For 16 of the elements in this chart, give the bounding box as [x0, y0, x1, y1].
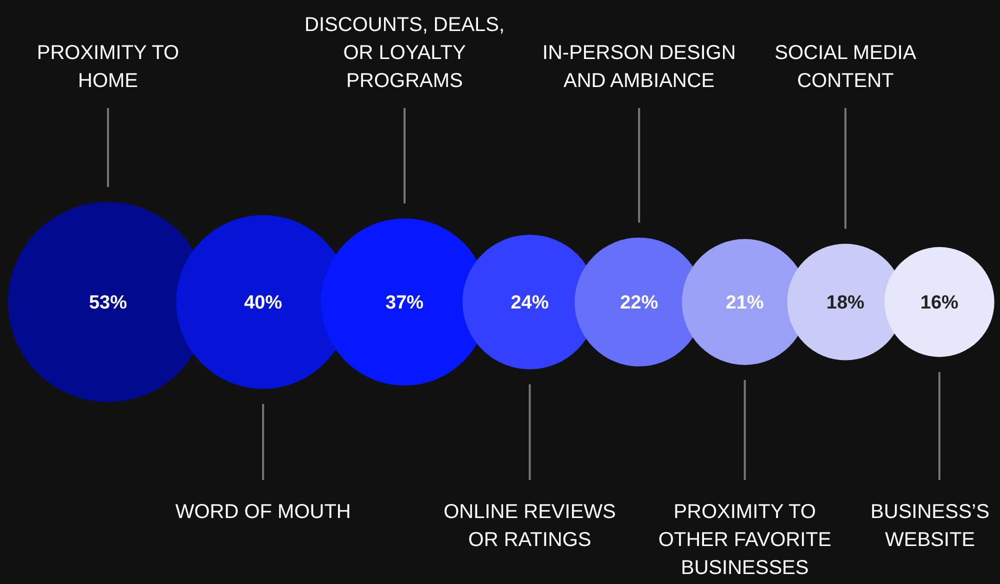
category-label: PROXIMITY TO OTHER FAVORITE BUSINESSES: [658, 501, 832, 579]
data-label: 16%: [920, 292, 959, 314]
data-label: 21%: [726, 292, 764, 314]
data-label: 18%: [826, 292, 865, 314]
category-label: SOCIAL MEDIA CONTENT: [774, 42, 917, 92]
data-label: 22%: [620, 292, 658, 314]
data-label: 37%: [386, 292, 424, 314]
category-label: DISCOUNTS, DEALS, OR LOYALTY PROGRAMS: [304, 14, 505, 92]
data-label: 24%: [510, 292, 549, 314]
category-label: BUSINESS’S WEBSITE: [870, 501, 990, 551]
category-label: ONLINE REVIEWS OR RATINGS: [444, 501, 616, 551]
category-label: WORD OF MOUTH: [175, 501, 351, 523]
category-label: IN-PERSON DESIGN AND AMBIANCE: [542, 42, 736, 92]
data-label: 53%: [88, 292, 128, 314]
category-label: PROXIMITY TO HOME: [36, 42, 180, 92]
data-label: 40%: [244, 292, 282, 314]
